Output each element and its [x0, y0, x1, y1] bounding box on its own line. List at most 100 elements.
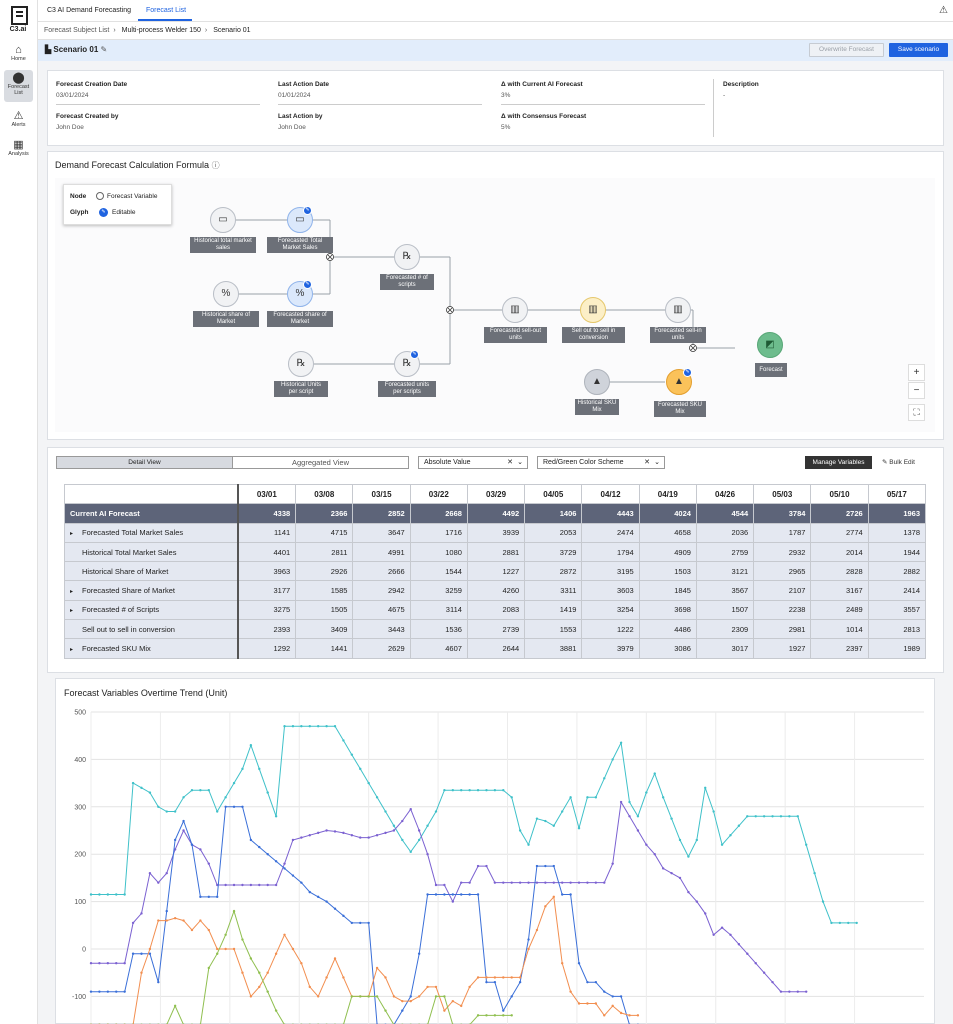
value-cell[interactable]: 1536	[409, 619, 468, 640]
data-point[interactable]	[603, 990, 606, 993]
value-cell[interactable]: 3017	[695, 638, 755, 659]
data-point[interactable]	[628, 815, 631, 818]
value-cell[interactable]: 2813	[867, 619, 927, 640]
series-line-1[interactable]	[91, 800, 807, 993]
data-point[interactable]	[560, 881, 564, 884]
data-point[interactable]	[502, 976, 505, 979]
data-point[interactable]	[704, 912, 707, 915]
data-point[interactable]	[417, 995, 421, 998]
data-point[interactable]	[207, 895, 210, 899]
data-point[interactable]	[224, 947, 227, 951]
edit-badge-icon[interactable]: ✎	[410, 350, 419, 359]
data-point[interactable]	[131, 952, 135, 955]
data-point[interactable]	[173, 916, 177, 920]
data-point[interactable]	[350, 995, 354, 998]
data-point[interactable]	[451, 893, 455, 896]
value-cell[interactable]: 1080	[409, 541, 468, 563]
data-point[interactable]	[502, 789, 505, 792]
data-point[interactable]	[552, 824, 555, 827]
data-point[interactable]	[258, 971, 261, 974]
table-row[interactable]: Historical Total Market Sales 4401 2811 499…	[64, 541, 927, 563]
data-point[interactable]	[333, 907, 337, 910]
data-point[interactable]	[325, 976, 328, 979]
data-point[interactable]	[476, 789, 480, 792]
data-point[interactable]	[359, 767, 362, 771]
value-cell[interactable]: 1014	[810, 619, 869, 640]
data-point[interactable]	[258, 845, 261, 849]
data-point[interactable]	[308, 834, 311, 837]
value-cell[interactable]: 3729	[524, 541, 583, 563]
value-cell[interactable]: 4675	[352, 599, 411, 621]
value-cell[interactable]: 2942	[352, 580, 411, 601]
data-point[interactable]	[409, 995, 412, 998]
value-cell[interactable]: 2014	[810, 541, 869, 563]
data-point[interactable]	[695, 838, 699, 842]
value-cell[interactable]: 3275	[236, 599, 297, 621]
data-point[interactable]	[392, 824, 396, 827]
value-cell[interactable]: 4909	[638, 541, 697, 563]
data-point[interactable]	[796, 815, 799, 818]
column-header[interactable]: 03/15	[352, 483, 411, 505]
data-point[interactable]	[224, 883, 227, 887]
data-point[interactable]	[249, 838, 253, 842]
data-point[interactable]	[173, 1004, 177, 1008]
tab-detail-view[interactable]: Detail View	[56, 456, 233, 469]
value-cell[interactable]: 1505	[295, 599, 354, 621]
data-point[interactable]	[216, 895, 219, 899]
expand-caret-icon[interactable]: ▸	[70, 608, 74, 615]
data-point[interactable]	[207, 966, 210, 970]
column-header[interactable]: 03/29	[466, 483, 526, 505]
data-point[interactable]	[535, 817, 539, 820]
data-point[interactable]	[645, 791, 648, 794]
data-point[interactable]	[165, 871, 168, 875]
data-point[interactable]	[544, 905, 547, 908]
data-point[interactable]	[518, 881, 522, 884]
data-point[interactable]	[316, 895, 320, 899]
data-point[interactable]	[359, 995, 362, 998]
data-point[interactable]	[636, 1014, 640, 1017]
data-point[interactable]	[619, 1011, 623, 1015]
value-cell[interactable]: 4607	[409, 638, 468, 659]
data-point[interactable]	[603, 1014, 606, 1017]
clear-icon[interactable]: ✕	[507, 459, 513, 466]
data-point[interactable]	[182, 819, 185, 823]
value-cell[interactable]: 2932	[753, 541, 812, 563]
data-point[interactable]	[611, 758, 614, 761]
data-point[interactable]	[796, 990, 799, 993]
data-point[interactable]	[308, 725, 311, 728]
column-header[interactable]: 04/19	[638, 483, 697, 505]
data-point[interactable]	[131, 921, 135, 925]
data-point[interactable]	[485, 976, 488, 979]
trend-chart[interactable]: 500 400 300 200 100 0 -100	[56, 679, 936, 1024]
data-point[interactable]	[148, 871, 152, 875]
value-cell[interactable]: 2238	[753, 599, 812, 621]
data-point[interactable]	[493, 976, 497, 979]
data-point[interactable]	[527, 881, 530, 884]
data-point[interactable]	[333, 830, 337, 833]
data-point[interactable]	[670, 871, 673, 875]
edit-badge-icon[interactable]: ✎	[683, 368, 692, 377]
data-point[interactable]	[350, 834, 354, 837]
data-point[interactable]	[148, 947, 152, 951]
data-point[interactable]	[594, 980, 598, 984]
data-point[interactable]	[350, 753, 354, 756]
data-point[interactable]	[123, 893, 126, 896]
value-cell[interactable]: 2774	[810, 522, 869, 543]
data-point[interactable]	[409, 850, 412, 854]
table-row[interactable]: Historical Share of Market 3963 2926 2666 15…	[64, 561, 927, 582]
data-point[interactable]	[216, 810, 219, 813]
value-cell[interactable]: 2882	[867, 561, 927, 582]
data-point[interactable]	[359, 836, 362, 839]
overwrite-forecast-button[interactable]: Overwrite Forecast	[809, 43, 884, 57]
data-point[interactable]	[460, 881, 463, 884]
column-header[interactable]: 04/12	[581, 483, 640, 505]
data-point[interactable]	[594, 796, 598, 799]
data-point[interactable]	[510, 796, 513, 799]
series-line-3[interactable]	[91, 895, 638, 1024]
data-point[interactable]	[544, 864, 547, 868]
data-point[interactable]	[443, 789, 446, 792]
table-row[interactable]: ▸ Forecasted # of Scripts 3275 1505 4675 3114…	[64, 599, 927, 621]
data-point[interactable]	[468, 893, 471, 896]
data-point[interactable]	[241, 805, 244, 808]
data-point[interactable]	[704, 786, 707, 790]
